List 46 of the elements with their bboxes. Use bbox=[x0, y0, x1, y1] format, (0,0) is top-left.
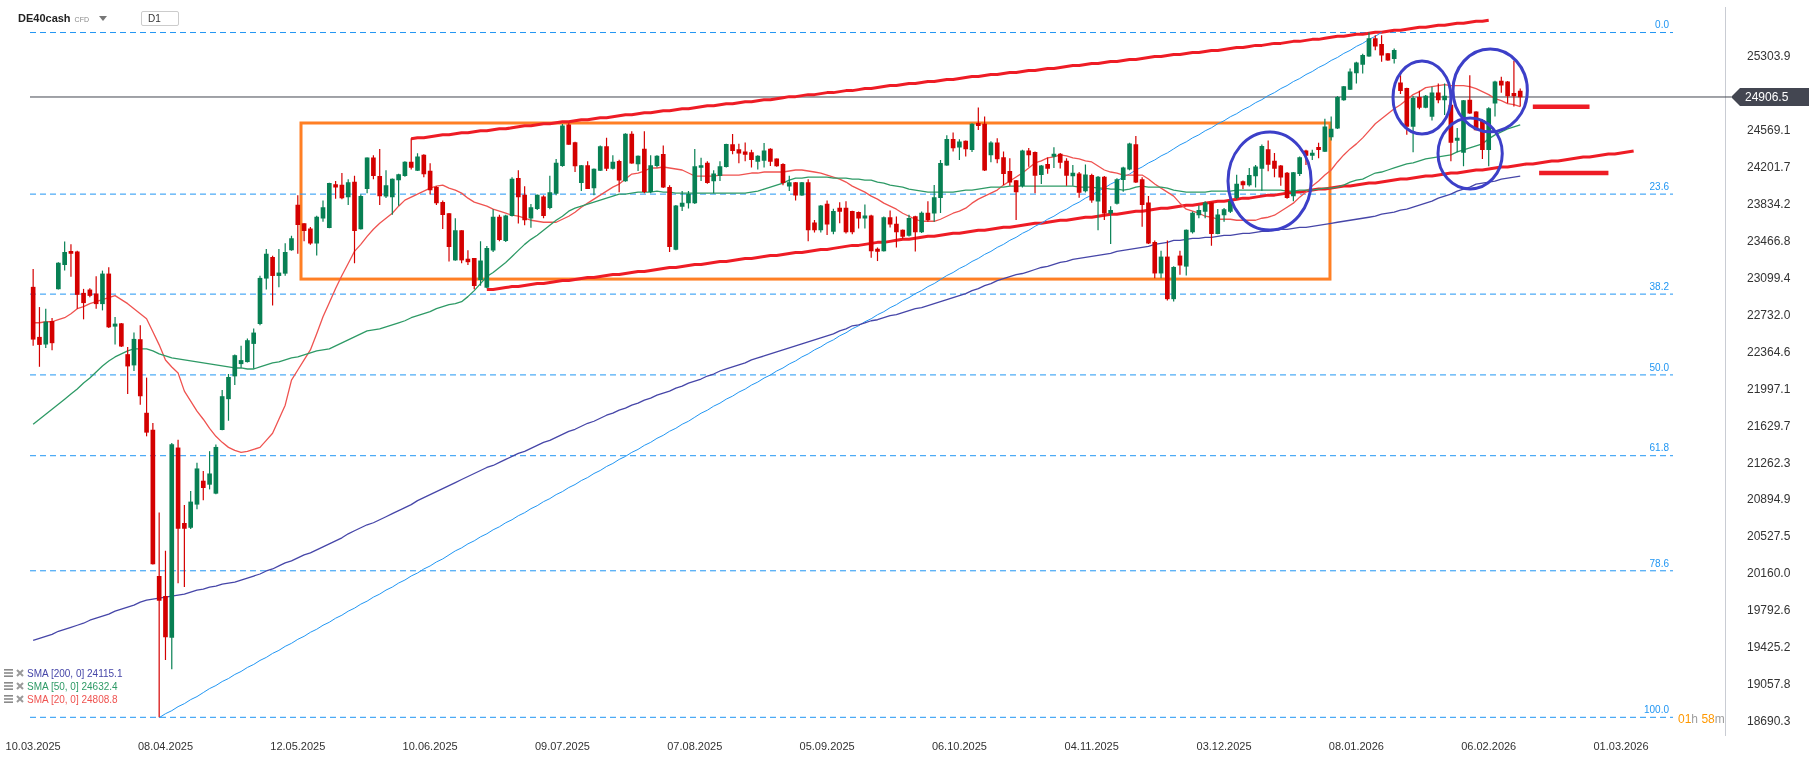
y-tick-label: 23834.2 bbox=[1747, 197, 1791, 212]
x-tick-label: 08.01.2026 bbox=[1328, 740, 1384, 753]
y-tick-label: 24569.1 bbox=[1747, 123, 1791, 138]
y-tick-label: 23099.4 bbox=[1747, 270, 1791, 285]
x-tick-label: 10.06.2025 bbox=[402, 740, 458, 753]
y-tick-label: 20894.9 bbox=[1747, 492, 1791, 507]
x-tick-label: 04.11.2025 bbox=[1064, 740, 1119, 753]
y-tick-label: 21629.7 bbox=[1747, 418, 1791, 433]
x-tick-label: 08.04.2025 bbox=[137, 740, 194, 753]
x-tick-label: 01.03.2026 bbox=[1593, 740, 1649, 753]
annotation: 78.6 bbox=[1649, 557, 1670, 569]
x-tick-label: 06.10.2025 bbox=[931, 740, 987, 753]
dropdown-field: D1 bbox=[141, 10, 179, 26]
y-tick-label: 19057.8 bbox=[1747, 677, 1791, 692]
x-tick-label: 12.05.2025 bbox=[270, 740, 326, 753]
y-tick-label: 19792.6 bbox=[1747, 603, 1791, 618]
y-tick-label: 24201.7 bbox=[1747, 160, 1791, 175]
y-tick-label: 21997.1 bbox=[1747, 381, 1791, 396]
chart-title: DE40cash bbox=[18, 12, 71, 24]
text: SMA [20, 0] 24808.8 bbox=[27, 692, 118, 706]
annotation: 0.0 bbox=[1655, 19, 1670, 31]
x-tick-label: 05.09.2025 bbox=[799, 740, 855, 753]
x-tick-label: 06.02.2026 bbox=[1461, 740, 1517, 753]
y-tick-label: 19425.2 bbox=[1747, 640, 1791, 655]
text: SMA [200, 0] 24115.1 bbox=[27, 666, 123, 680]
annotation: 38.2 bbox=[1649, 280, 1670, 292]
annotation: 50.0 bbox=[1649, 361, 1670, 373]
ref-line-label: 24906.5 bbox=[1745, 90, 1789, 105]
y-tick-label: 20527.5 bbox=[1747, 529, 1791, 544]
annotation: 01h 58m bbox=[1678, 711, 1725, 726]
y-tick-label: 22364.6 bbox=[1747, 344, 1791, 359]
y-tick-label: 21262.3 bbox=[1747, 455, 1791, 470]
text: SMA [50, 0] 24632.4 bbox=[27, 679, 118, 693]
annotation: 100.0 bbox=[1643, 704, 1670, 716]
x-tick-label: 10.03.2025 bbox=[5, 740, 61, 753]
annotation: D1 bbox=[147, 12, 161, 24]
x-tick-label: 09.07.2025 bbox=[534, 740, 590, 753]
x-tick-label: 07.08.2025 bbox=[667, 740, 723, 753]
y-tick-label: 18690.3 bbox=[1747, 714, 1791, 729]
annotation: 23.6 bbox=[1649, 180, 1670, 192]
y-tick-label: 22732.0 bbox=[1747, 307, 1791, 322]
y-tick-label: 20160.0 bbox=[1747, 566, 1791, 581]
x-tick-label: 03.12.2025 bbox=[1196, 740, 1252, 753]
y-tick-label: 25303.9 bbox=[1747, 49, 1791, 64]
annotation: 61.8 bbox=[1649, 442, 1670, 454]
y-tick-label: 23466.8 bbox=[1747, 233, 1791, 248]
